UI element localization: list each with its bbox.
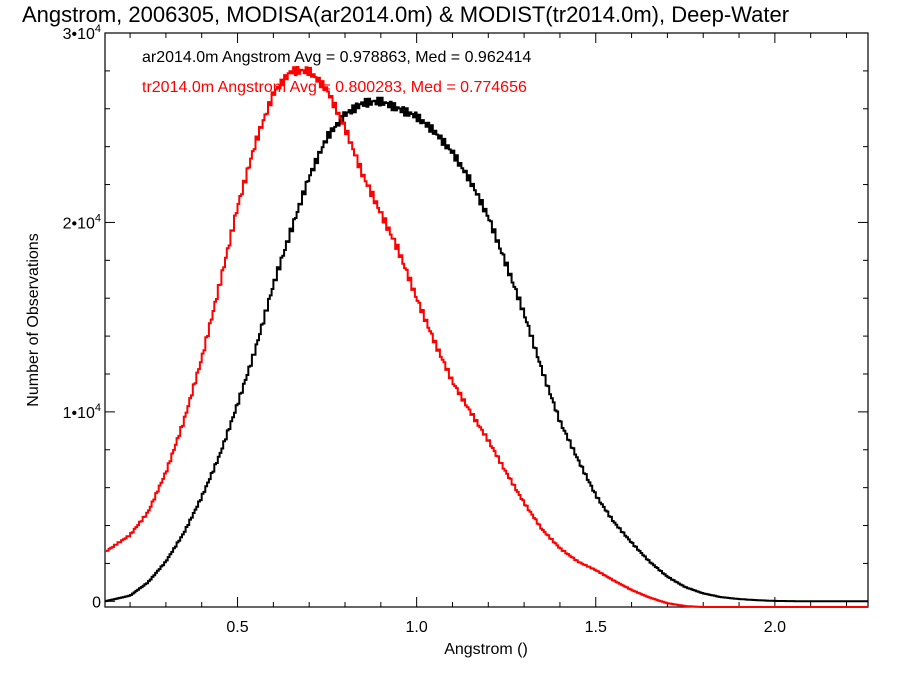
y-axis-label: Number of Observations	[25, 233, 42, 406]
chart-title: Angstrom, 2006305, MODISA(ar2014.0m) & M…	[22, 2, 789, 27]
x-axis-label: Angstrom ()	[444, 641, 528, 658]
series-layer	[105, 66, 868, 608]
y-tick-label: 1•104	[63, 402, 101, 422]
x-tick-label: 1.0	[406, 619, 428, 636]
y-tick-label: 2•104	[63, 212, 101, 232]
annotation-ar: ar2014.0m Angstrom Avg = 0.978863, Med =…	[142, 49, 531, 66]
x-tick-label: 2.0	[764, 619, 786, 636]
x-tick-label: 0.5	[226, 619, 248, 636]
y-tick-label: 0	[92, 594, 101, 611]
plot-frame	[104, 32, 869, 608]
x-tick-label: 1.5	[585, 619, 607, 636]
axis-ticks: 0.5 1.0 1.5 2.0 0 1•104 2•104 3•104	[63, 23, 868, 636]
histogram-series-tr2014	[105, 66, 868, 608]
y-tick-label: 3•104	[63, 23, 101, 43]
annotation-tr: tr2014.0m Angstrom Avg = 0.800283, Med =…	[142, 79, 527, 96]
histogram-series-ar2014	[105, 96, 868, 603]
